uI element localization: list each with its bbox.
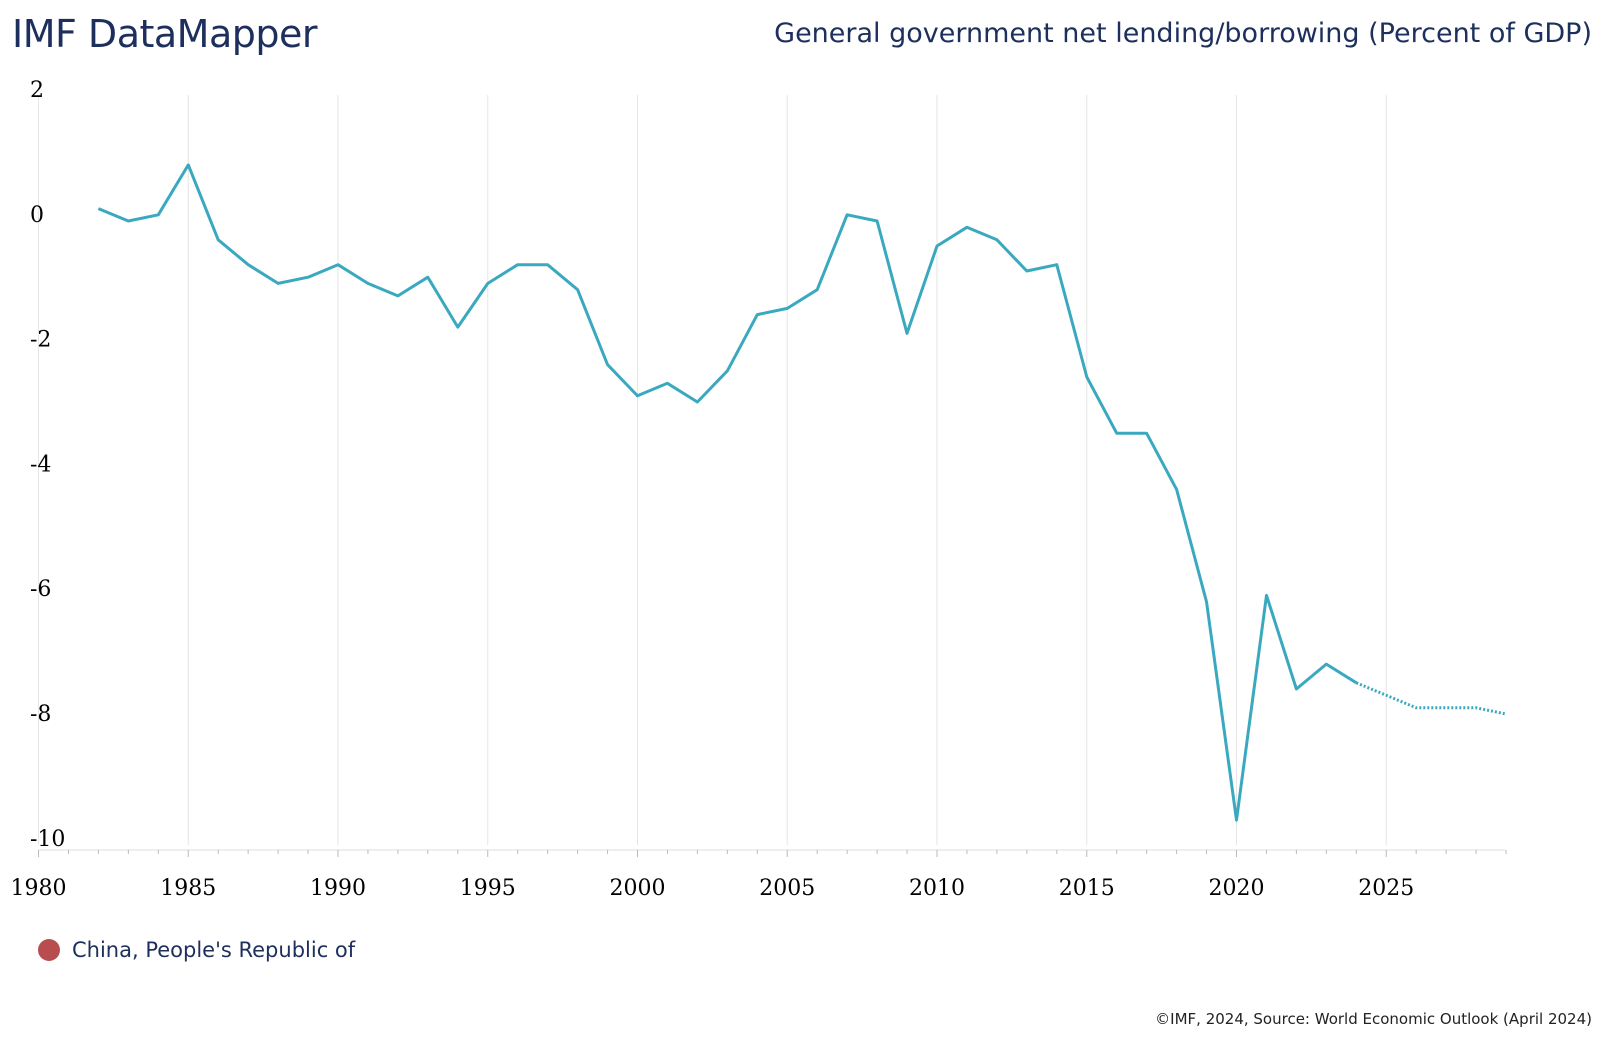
data-point-2017[interactable] <box>1143 429 1151 437</box>
y-tick-label--8: -8 <box>30 702 51 727</box>
data-point-2009[interactable] <box>903 329 911 337</box>
data-point-2000[interactable] <box>634 392 642 400</box>
x-tick-label-2005: 2005 <box>759 876 815 901</box>
data-point-1988[interactable] <box>274 279 282 287</box>
series-line-actual[interactable] <box>97 163 1358 822</box>
x-tick-label-2015: 2015 <box>1059 876 1115 901</box>
y-tick-label-2: 2 <box>30 78 44 103</box>
data-point-2010[interactable] <box>933 242 941 250</box>
data-point-1999[interactable] <box>604 361 612 369</box>
x-axis: 1980 1985 1990 1995 2000 2005 2010 2015 2020 2025 <box>11 849 1507 901</box>
series-layer <box>94 161 1510 824</box>
legend[interactable]: China, People's Republic of <box>38 938 355 962</box>
data-point-2002[interactable] <box>693 398 701 406</box>
data-point-2011[interactable] <box>963 223 971 231</box>
data-point-2026[interactable] <box>1412 704 1420 712</box>
data-point-2018[interactable] <box>1173 485 1181 493</box>
source-footer: ©IMF, 2024, Source: World Economic Outlo… <box>1155 1010 1592 1028</box>
legend-label: China, People's Republic of <box>72 938 356 962</box>
data-point-1996[interactable] <box>514 261 522 269</box>
data-point-2015[interactable] <box>1083 373 1091 381</box>
data-point-1992[interactable] <box>394 292 402 300</box>
data-point-2028[interactable] <box>1472 704 1480 712</box>
data-point-2012[interactable] <box>993 236 1001 244</box>
data-point-1990[interactable] <box>334 261 342 269</box>
brand-title: IMF DataMapper <box>12 12 317 56</box>
data-point-2022[interactable] <box>1292 685 1300 693</box>
y-tick-label--2: -2 <box>30 328 51 353</box>
data-point-2004[interactable] <box>753 311 761 319</box>
data-point-2014[interactable] <box>1053 261 1061 269</box>
chart-title: General government net lending/borrowing… <box>774 18 1592 49</box>
x-tick-label-2025: 2025 <box>1358 876 1414 901</box>
data-point-1994[interactable] <box>454 323 462 331</box>
data-point-2007[interactable] <box>843 211 851 219</box>
y-tick-label--4: -4 <box>30 452 51 477</box>
data-point-2016[interactable] <box>1113 429 1121 437</box>
data-point-2008[interactable] <box>873 217 881 225</box>
data-point-1997[interactable] <box>544 261 552 269</box>
data-point-1982[interactable] <box>94 205 102 213</box>
data-point-1985[interactable] <box>184 161 192 169</box>
data-point-1984[interactable] <box>154 211 162 219</box>
y-axis: 2 0 -2 -4 -6 -8 -10 <box>30 78 65 852</box>
data-point-1995[interactable] <box>484 279 492 287</box>
data-point-2003[interactable] <box>723 367 731 375</box>
data-point-2001[interactable] <box>663 379 671 387</box>
legend-marker <box>38 939 60 961</box>
data-point-1983[interactable] <box>124 217 132 225</box>
grid-lines <box>38 95 1387 845</box>
series-line-projection[interactable] <box>1355 681 1507 716</box>
data-point-2027[interactable] <box>1442 704 1450 712</box>
x-tick-label-1985: 1985 <box>160 876 216 901</box>
data-point-2021[interactable] <box>1262 591 1270 599</box>
data-point-1998[interactable] <box>574 286 582 294</box>
x-tick-label-2000: 2000 <box>610 876 666 901</box>
y-tick-label--6: -6 <box>30 577 51 602</box>
data-point-2020[interactable] <box>1233 816 1241 824</box>
y-tick-label--10: -10 <box>30 827 65 852</box>
y-tick-label-0: 0 <box>30 203 44 228</box>
data-point-1993[interactable] <box>424 273 432 281</box>
data-point-2006[interactable] <box>813 286 821 294</box>
data-point-1987[interactable] <box>244 261 252 269</box>
data-point-1986[interactable] <box>214 236 222 244</box>
data-point-2024[interactable] <box>1352 679 1360 687</box>
data-point-1991[interactable] <box>364 279 372 287</box>
x-tick-label-2010: 2010 <box>909 876 965 901</box>
data-point-2029[interactable] <box>1502 710 1510 718</box>
data-point-2023[interactable] <box>1322 660 1330 668</box>
data-point-1989[interactable] <box>304 273 312 281</box>
data-point-2005[interactable] <box>783 304 791 312</box>
x-tick-label-1995: 1995 <box>460 876 516 901</box>
data-point-2013[interactable] <box>1023 267 1031 275</box>
data-point-2019[interactable] <box>1203 598 1211 606</box>
x-tick-label-2020: 2020 <box>1209 876 1265 901</box>
x-tick-label-1990: 1990 <box>310 876 366 901</box>
x-tick-label-1980: 1980 <box>11 876 67 901</box>
data-point-2025[interactable] <box>1382 691 1390 699</box>
